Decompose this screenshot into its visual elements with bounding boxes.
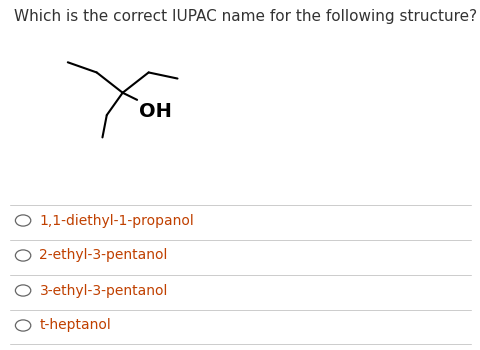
Text: 3-ethyl-3-pentanol: 3-ethyl-3-pentanol [39,284,168,298]
Text: Which is the correct IUPAC name for the following structure?: Which is the correct IUPAC name for the … [14,9,477,24]
Text: t-heptanol: t-heptanol [39,318,111,332]
Text: OH: OH [139,102,172,121]
Text: 1,1-diethyl-1-propanol: 1,1-diethyl-1-propanol [39,214,194,228]
Text: 2-ethyl-3-pentanol: 2-ethyl-3-pentanol [39,248,168,262]
